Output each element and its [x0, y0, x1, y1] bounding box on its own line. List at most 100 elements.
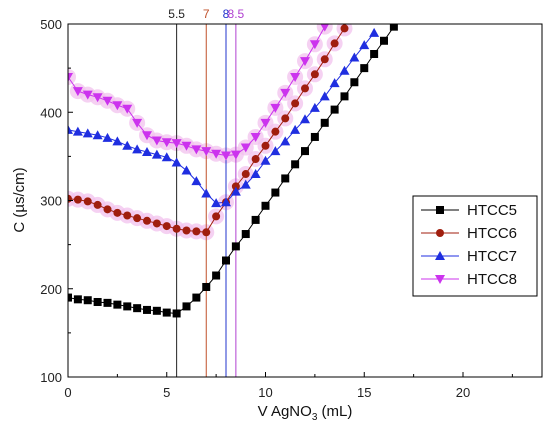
htcc8-data-point	[191, 145, 202, 155]
htcc6-data-point	[162, 222, 171, 231]
htcc8-data-point	[211, 149, 222, 159]
htcc7-data-point	[171, 157, 182, 167]
htcc5-data-point	[389, 24, 398, 31]
htcc5-data-point	[192, 293, 201, 302]
htcc7-data-point	[240, 179, 251, 189]
htcc5-data-point	[103, 298, 112, 307]
htcc5-data-point	[113, 300, 122, 309]
htcc7-data-point	[132, 144, 143, 154]
htcc6-data-point	[281, 114, 290, 123]
htcc7-data-point	[68, 124, 73, 134]
legend-marker	[435, 275, 445, 284]
htcc6-data-point	[192, 227, 201, 236]
htcc8-data-point	[72, 87, 83, 97]
htcc6-data-point	[172, 224, 181, 233]
y-tick-label: 300	[40, 194, 62, 209]
htcc5-data-point	[123, 302, 132, 311]
reference-line-label: 5.5	[168, 7, 185, 21]
htcc5-data-point	[83, 296, 92, 305]
htcc8-data-point	[240, 143, 251, 153]
y-tick-label: 200	[40, 282, 62, 297]
htcc6-data-point	[113, 208, 122, 217]
legend-label: HTCC8	[467, 271, 517, 288]
htcc6-data-point	[152, 219, 161, 228]
htcc7-data-point	[82, 128, 93, 138]
x-tick-label: 10	[258, 385, 272, 400]
x-axis-title-subscript: 3	[312, 412, 318, 423]
htcc6-data-point	[133, 214, 142, 223]
htcc8-data-point	[161, 138, 172, 148]
htcc7-data-point	[309, 102, 320, 112]
htcc6-data-point	[310, 70, 319, 79]
htcc5-data-point	[251, 215, 260, 224]
x-tick-label: 0	[64, 385, 71, 400]
series-marker-layer	[68, 24, 398, 318]
htcc5-data-point	[241, 230, 250, 239]
htcc8-data-point	[102, 96, 113, 106]
htcc7-data-point	[369, 27, 380, 37]
htcc7-data-point	[260, 155, 271, 165]
htcc5-data-point	[212, 271, 221, 280]
htcc5-data-point	[93, 297, 102, 306]
htcc6-data-point	[202, 228, 211, 237]
axis-tick-layer: 0 5 10 15 20 100 200 300 400 500	[40, 17, 513, 400]
y-tick-label: 500	[40, 17, 62, 32]
legend-label: HTCC7	[467, 248, 517, 265]
htcc7-data-point	[151, 149, 162, 159]
htcc6-data-point	[143, 216, 151, 225]
htcc8-data-point	[280, 88, 291, 98]
htcc6-data-point	[83, 197, 92, 206]
htcc6-data-point	[73, 195, 82, 204]
htcc5-data-point	[182, 302, 191, 311]
htcc7-data-point	[230, 186, 241, 196]
htcc5-data-point	[291, 160, 300, 169]
htcc7-data-point	[270, 146, 281, 156]
legend-entry-htcc8: HTCC8	[421, 271, 517, 288]
htcc7-data-point	[290, 124, 301, 134]
htcc6-data-point	[330, 39, 339, 48]
htcc8-data-point	[201, 147, 212, 157]
htcc7-data-point	[329, 78, 340, 88]
htcc6-data-point	[93, 200, 102, 209]
htcc7-data-point	[181, 165, 192, 175]
htcc6-data-point	[320, 55, 329, 64]
htcc7-data-point	[72, 126, 83, 136]
htcc7-data-point	[112, 136, 123, 146]
legend: HTCC5 HTCC6 HTCC7 HTCC8	[412, 195, 538, 297]
htcc8-data-point	[181, 141, 192, 151]
htcc5-data-point	[330, 105, 339, 114]
htcc7-data-point	[201, 188, 212, 198]
htcc5-data-point	[68, 293, 72, 302]
htcc5-data-point	[350, 78, 359, 87]
htcc7-data-point	[142, 146, 152, 156]
htcc7-data-point	[92, 130, 103, 140]
htcc5-data-point	[380, 36, 388, 45]
htcc8-data-point	[290, 72, 301, 82]
reference-line-label: 8.5	[228, 7, 245, 21]
htcc7-data-point	[339, 65, 350, 75]
htcc7-data-point	[349, 52, 360, 62]
htcc7-data-point	[221, 197, 231, 207]
htcc6-data-point	[301, 84, 309, 93]
htcc7-data-point	[300, 114, 310, 124]
htcc8-data-point	[260, 118, 271, 128]
x-axis-title-suffix: (mL)	[317, 403, 352, 420]
htcc6-data-point	[241, 170, 250, 179]
htcc7-data-point	[359, 40, 370, 50]
htcc7-data-point	[319, 91, 330, 101]
htcc5-data-point	[340, 92, 349, 101]
legend-marker	[435, 251, 445, 260]
reference-line-label: 8	[223, 7, 230, 21]
y-tick-label: 400	[40, 105, 62, 120]
htcc5-data-point	[152, 306, 161, 315]
htcc8-data-point	[82, 90, 93, 100]
htcc8-data-point	[142, 131, 152, 141]
x-tick-label: 5	[163, 385, 170, 400]
htcc5-data-point	[360, 64, 369, 73]
htcc6-data-point	[271, 127, 280, 136]
htcc6-data-point	[212, 212, 221, 221]
y-tick-label: 100	[40, 370, 62, 385]
htcc5-data-point	[320, 118, 329, 127]
htcc6-data-point	[291, 99, 300, 108]
